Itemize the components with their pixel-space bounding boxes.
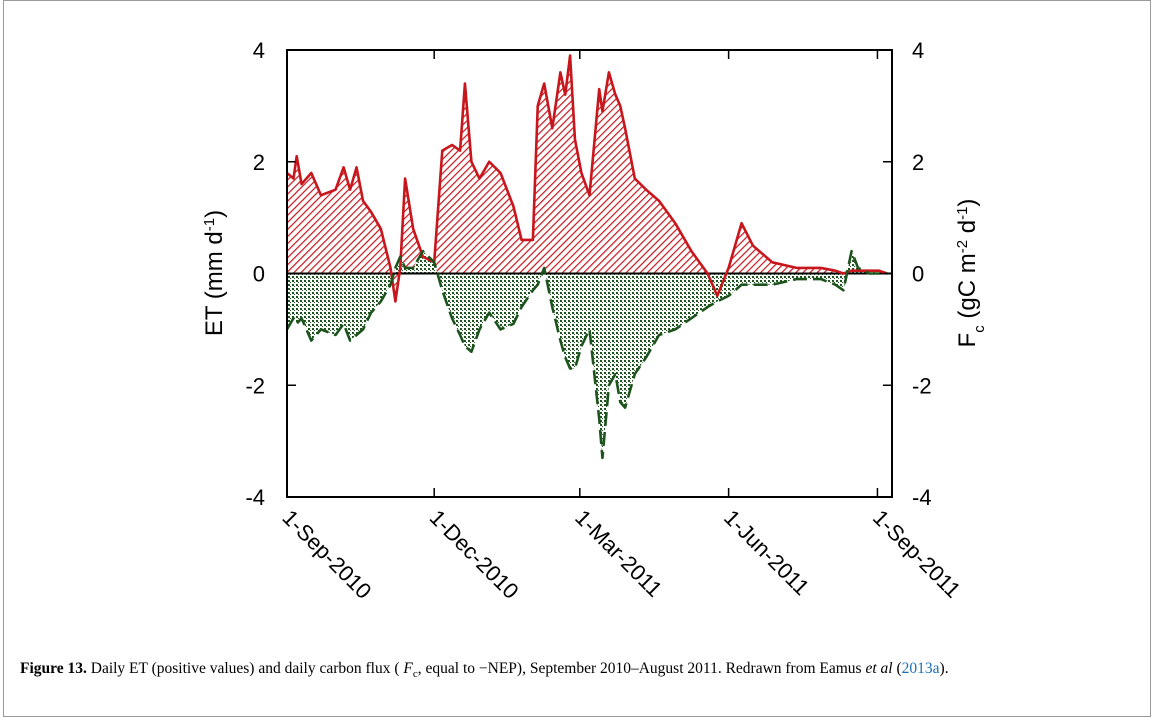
caption-text: , equal to −NEP), September 2010–August … bbox=[417, 660, 866, 677]
chart: ET (mm d-1) Fc (gC m-2 d-1) -4-2024-4-20… bbox=[201, 38, 988, 604]
caption: Figure 13. Daily ET (positive values) an… bbox=[20, 658, 1130, 685]
y-tick-label: -4 bbox=[245, 485, 265, 510]
y2-tick-label: 2 bbox=[912, 150, 924, 175]
y-label-text: ) bbox=[201, 210, 228, 218]
y2-label-text: ) bbox=[954, 199, 981, 207]
y2-label-sup: -1 bbox=[954, 207, 971, 220]
y2-label-sub: c bbox=[971, 325, 988, 333]
plot-area bbox=[285, 54, 892, 460]
caption-text: Daily ET (positive values) and daily car… bbox=[90, 660, 404, 677]
series-line bbox=[285, 249, 888, 460]
x-tick-label: 1-Sep-2011 bbox=[868, 505, 966, 603]
caption-text: c bbox=[412, 668, 418, 681]
x-tick-label: 1-Mar-2011 bbox=[570, 505, 667, 602]
y-label-text: ET (mm d bbox=[201, 231, 228, 336]
caption-text: ). bbox=[939, 660, 949, 677]
y2-label-text: (gC m bbox=[954, 253, 981, 325]
y2-tick-label: 4 bbox=[912, 38, 924, 63]
y2-axis-label: Fc (gC m-2 d-1) bbox=[954, 199, 988, 348]
y-label-sup: -1 bbox=[201, 218, 218, 231]
series-line bbox=[286, 54, 888, 303]
caption-text: F bbox=[403, 660, 413, 677]
y2-tick-label: 0 bbox=[912, 262, 924, 287]
area-fill bbox=[287, 251, 888, 458]
caption-label: Figure 13. bbox=[20, 660, 87, 677]
y2-label-text: F bbox=[954, 333, 981, 348]
x-tick-label: 1-Sep-2010 bbox=[277, 505, 376, 604]
y-tick-label: 2 bbox=[253, 150, 265, 175]
y2-label-sup: -2 bbox=[954, 240, 971, 253]
caption-link[interactable]: 2013a bbox=[901, 660, 940, 677]
y-tick-label: 0 bbox=[253, 262, 265, 287]
area-fill bbox=[287, 55, 888, 302]
x-tick-label: 1-Dec-2010 bbox=[425, 505, 524, 604]
y2-label-text: d bbox=[954, 220, 981, 240]
y-axis-label: ET (mm d-1) bbox=[201, 210, 229, 336]
figure-frame bbox=[3, 0, 1151, 717]
y-tick-label: -2 bbox=[245, 373, 265, 398]
y-tick-label: 4 bbox=[253, 38, 265, 63]
caption-text: et al bbox=[865, 660, 893, 677]
x-tick-label: 1-Jun-2011 bbox=[719, 505, 814, 600]
y2-tick-label: -2 bbox=[912, 373, 932, 398]
y2-tick-label: -4 bbox=[912, 485, 932, 510]
caption-text: ( bbox=[892, 660, 902, 677]
